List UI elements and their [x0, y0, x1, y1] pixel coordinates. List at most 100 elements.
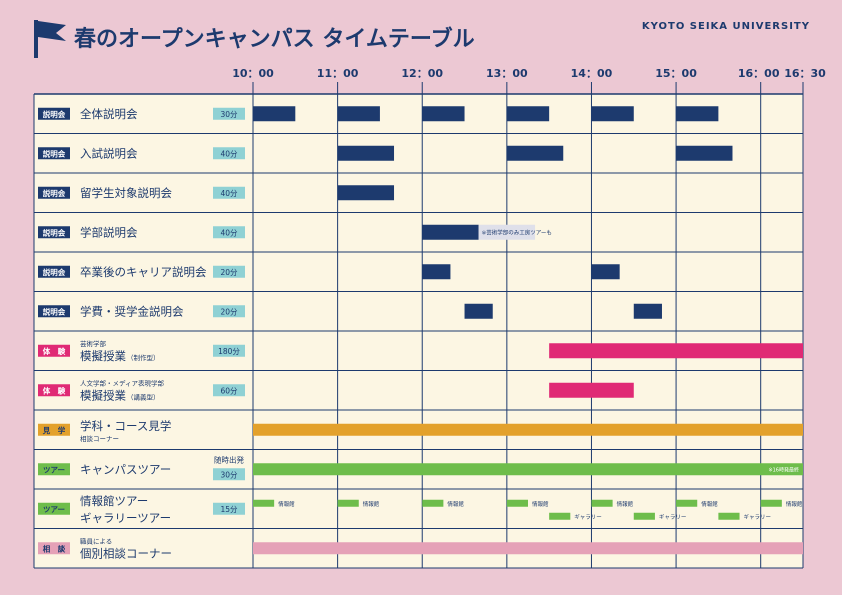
category-badge: [38, 265, 70, 278]
category-badge: [38, 107, 70, 120]
category-badge: [38, 423, 70, 436]
category-label: 説明会: [43, 188, 66, 198]
duration-label: 20分: [220, 307, 238, 316]
schedule-bar: [591, 264, 620, 280]
note-bar: [478, 224, 536, 240]
duration-label: 40分: [220, 228, 238, 237]
row-name-suffix: （講義型）: [127, 392, 160, 401]
row-name-subline: 相談コーナー: [80, 434, 119, 443]
bar-label: 情報館: [532, 500, 549, 508]
category-badge: [38, 186, 70, 199]
category-label: 説明会: [43, 267, 66, 277]
row-name: 留学生対象説明会: [80, 186, 172, 200]
schedule-bar: [422, 264, 451, 280]
duration-label: 40分: [220, 149, 238, 158]
time-tick-label: 15：00: [655, 67, 697, 80]
category-label: ツアー: [43, 465, 65, 474]
schedule-bar: [422, 224, 479, 240]
bar-label: 情報館: [363, 500, 380, 508]
duration-badge: [213, 468, 245, 481]
duration-label: 40分: [220, 189, 238, 198]
schedule-bar: [253, 423, 803, 436]
row-name: 卒業後のキャリア説明会: [80, 265, 207, 279]
duration-label: 15分: [220, 505, 238, 514]
duration-badge: [213, 502, 245, 515]
row-name-secondary: ギャラリーツアー: [80, 511, 171, 525]
university-name: KYOTO SEIKA UNIVERSITY: [642, 21, 810, 32]
note-label: ※芸術学部のみ工房ツアーも: [482, 228, 552, 236]
schedule-bar: [422, 499, 444, 507]
duration-label: 180分: [218, 347, 240, 356]
schedule-bar: [633, 512, 655, 520]
category-badge: [38, 305, 70, 318]
bar-note-label: ※16時発最終: [768, 466, 799, 473]
time-axis: 10：00 11：00 12：00 13：00 14：00 15：00 16：00 16：30: [232, 67, 826, 80]
duration-note: 随時出発: [214, 454, 244, 464]
time-tick-label: 13：00: [486, 67, 528, 80]
category-badge: [38, 344, 70, 357]
time-tick-label: 12：00: [401, 67, 443, 80]
category-label: ツアー: [43, 505, 65, 514]
row-subtitle: 職員による: [80, 536, 112, 545]
row-subtitle: 人文学部・メディア表現学部: [80, 378, 165, 387]
row-name: 情報館ツアー: [80, 494, 148, 508]
bar-label: ギャラリー: [574, 514, 602, 521]
duration-badge: [213, 265, 245, 278]
time-tick-label: 14：00: [571, 67, 613, 80]
time-tick-label: 10：00: [232, 67, 274, 80]
row-labels: 説明会 全体説明会 30分説明会 入試説明会 40分説明会 留学生対象説明会 40分説明会学…: [38, 107, 245, 560]
page-title: 春のオープンキャンパス タイムテーブル: [74, 26, 475, 52]
schedule-bar: [337, 106, 380, 122]
bar-label: 情報館: [278, 500, 295, 508]
schedule-bar: [676, 145, 733, 161]
schedule-bar: [337, 185, 395, 201]
category-label: 説明会: [43, 227, 66, 237]
schedule-bar: [549, 512, 571, 520]
duration-label: 60分: [220, 386, 238, 395]
category-badge: [38, 502, 70, 515]
category-badge: [38, 542, 70, 555]
row-name: 個別相談コーナー: [80, 546, 172, 560]
schedule-bar: [253, 463, 803, 476]
schedule-bar: [464, 303, 493, 319]
duration-badge: [213, 107, 245, 120]
schedule-bar: [506, 499, 528, 507]
flag-icon: [34, 20, 66, 58]
category-label: 説明会: [43, 306, 66, 316]
duration-badge: [213, 344, 245, 357]
duration-label: 30分: [220, 110, 238, 119]
schedule-bar: [422, 106, 465, 122]
category-label: 相 談: [43, 543, 66, 553]
row-name-suffix: （制作型）: [127, 353, 160, 362]
row-name: キャンパスツアー: [80, 462, 171, 476]
row-name: 模擬授業: [80, 388, 126, 402]
schedule-bar: [253, 106, 296, 122]
category-badge: [38, 226, 70, 239]
schedule-bar: [718, 512, 740, 520]
schedule-bar: [549, 382, 634, 398]
grid-lines: [33, 82, 804, 569]
duration-badge: [213, 305, 245, 318]
time-tick-label: 16：00: [738, 67, 780, 80]
category-label: 見 学: [42, 425, 66, 435]
row-name: 学科・コース見学: [80, 419, 171, 433]
schedule-bar: [506, 145, 564, 161]
row-name: 入試説明会: [80, 146, 138, 160]
bar-label: 情報館: [447, 500, 464, 508]
duration-label: 20分: [220, 268, 238, 277]
row-name: 全体説明会: [80, 107, 138, 121]
category-label: 体 験: [43, 385, 66, 395]
time-tick-label: 16：30: [784, 67, 826, 80]
bar-label: ギャラリー: [659, 514, 687, 521]
schedule-bar: [253, 542, 803, 555]
bar-label: 情報館: [617, 500, 634, 508]
category-badge: [38, 384, 70, 397]
schedule-bar: [337, 145, 395, 161]
duration-label: 30分: [220, 470, 238, 479]
schedule-bar: [676, 106, 719, 122]
row-name: 学費・奨学金説明会: [80, 304, 184, 318]
schedule-bar: [549, 343, 803, 359]
duration-badge: [213, 384, 245, 397]
